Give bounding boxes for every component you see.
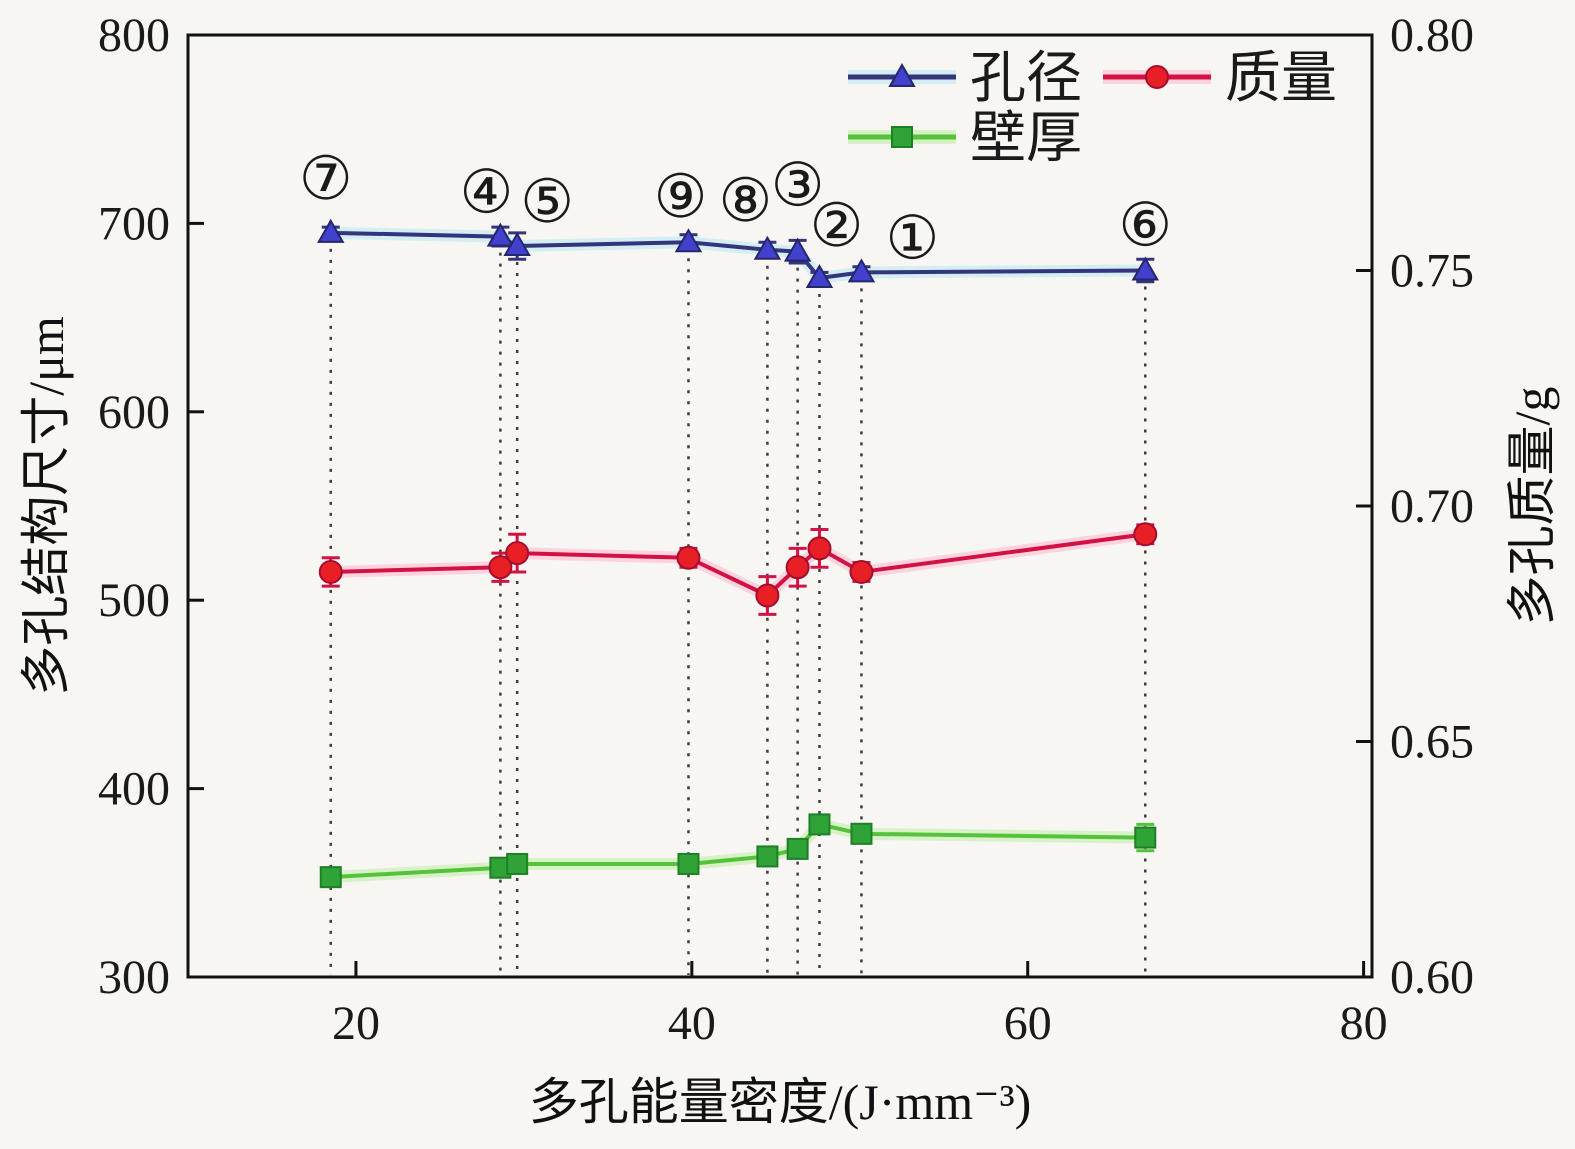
- data-point-marker: [486, 222, 515, 247]
- data-point-marker: [785, 555, 810, 580]
- y-left-tick-label: 500: [98, 574, 170, 627]
- series-wall-thickness: [319, 813, 1157, 889]
- series-pore-diameter: [317, 218, 1160, 289]
- data-point-marker: [755, 583, 780, 608]
- data-point-marker: [808, 813, 831, 836]
- x-tick-label: 20: [332, 997, 380, 1050]
- point-label: ⑧: [719, 166, 773, 236]
- data-point-marker: [503, 231, 531, 257]
- y-left-tick-label: 300: [98, 951, 170, 1004]
- point-label: ⑥: [1118, 191, 1172, 261]
- y-left-axis-title: 多孔结构尺寸/μm: [18, 316, 74, 696]
- data-point-marker: [677, 852, 700, 875]
- data-point-marker: [847, 258, 876, 283]
- legend-label: 孔径: [970, 48, 1082, 110]
- data-point-marker: [786, 837, 809, 860]
- point-label: ③: [771, 151, 825, 221]
- y-left-tick-label: 400: [98, 763, 170, 816]
- data-point-marker: [891, 126, 913, 148]
- legend-label: 壁厚: [970, 108, 1082, 170]
- x-tick-label: 80: [1340, 997, 1388, 1050]
- data-point-marker: [674, 228, 703, 253]
- point-label: ⑨: [654, 162, 708, 232]
- data-point-marker: [1145, 65, 1169, 89]
- data-point-marker: [506, 852, 529, 875]
- x-tick-label: 40: [668, 997, 716, 1050]
- data-point-marker: [488, 555, 513, 580]
- legend-item-pore-diameter: 孔径: [848, 48, 1082, 110]
- y-left-tick-label: 600: [98, 386, 170, 439]
- data-point-marker: [319, 866, 342, 889]
- series-halo: [330, 528, 1147, 602]
- data-point-marker: [753, 235, 782, 260]
- y-right-tick-label: 0.65: [1390, 716, 1474, 769]
- data-point-marker: [783, 237, 812, 262]
- point-label: ④: [459, 158, 513, 228]
- legend-item-wall-thickness: 壁厚: [848, 108, 1082, 170]
- data-point-marker: [849, 559, 874, 584]
- y-left-tick-label: 800: [98, 9, 170, 62]
- data-point-marker: [850, 822, 873, 845]
- y-left-tick-label: 700: [98, 197, 170, 250]
- axes: 20 40 60 80 300 400 500 600 700 800 0.60 0.65 0.70 0.…: [98, 9, 1474, 1050]
- y-right-tick-label: 0.70: [1390, 480, 1474, 533]
- point-labels: ⑦ ④ ⑤ ⑨ ⑧③② ① ⑥: [299, 144, 1172, 274]
- data-point-marker: [1134, 826, 1157, 849]
- point-label: ⑦: [299, 144, 353, 214]
- data-point-marker: [1133, 522, 1158, 547]
- point-label: ⑤: [520, 167, 574, 237]
- data-point-marker: [505, 541, 530, 566]
- point-label: ②: [810, 191, 864, 261]
- data-point-marker: [756, 845, 779, 868]
- data-point-marker: [888, 62, 916, 87]
- legend-item-mass: 质量: [1103, 48, 1337, 110]
- data-point-marker: [807, 536, 832, 561]
- x-axis-title: 多孔能量密度/(J·mm⁻³): [528, 1074, 1032, 1130]
- data-point-marker: [317, 218, 345, 243]
- x-tick-label: 60: [1004, 997, 1052, 1050]
- data-point-marker: [1131, 256, 1160, 281]
- y-right-tick-label: 0.75: [1390, 245, 1474, 298]
- series-mass: [318, 522, 1158, 616]
- legend-label: 质量: [1225, 48, 1337, 110]
- data-point-marker: [676, 545, 701, 570]
- y-right-axis-title: 多孔质量/g: [1504, 386, 1560, 626]
- data-point-marker: [318, 559, 343, 584]
- data-point-marker: [805, 264, 834, 289]
- y-right-tick-label: 0.60: [1390, 951, 1474, 1004]
- y-right-tick-label: 0.80: [1390, 9, 1474, 62]
- point-label: ①: [886, 203, 940, 273]
- plot-border: [186, 33, 1374, 979]
